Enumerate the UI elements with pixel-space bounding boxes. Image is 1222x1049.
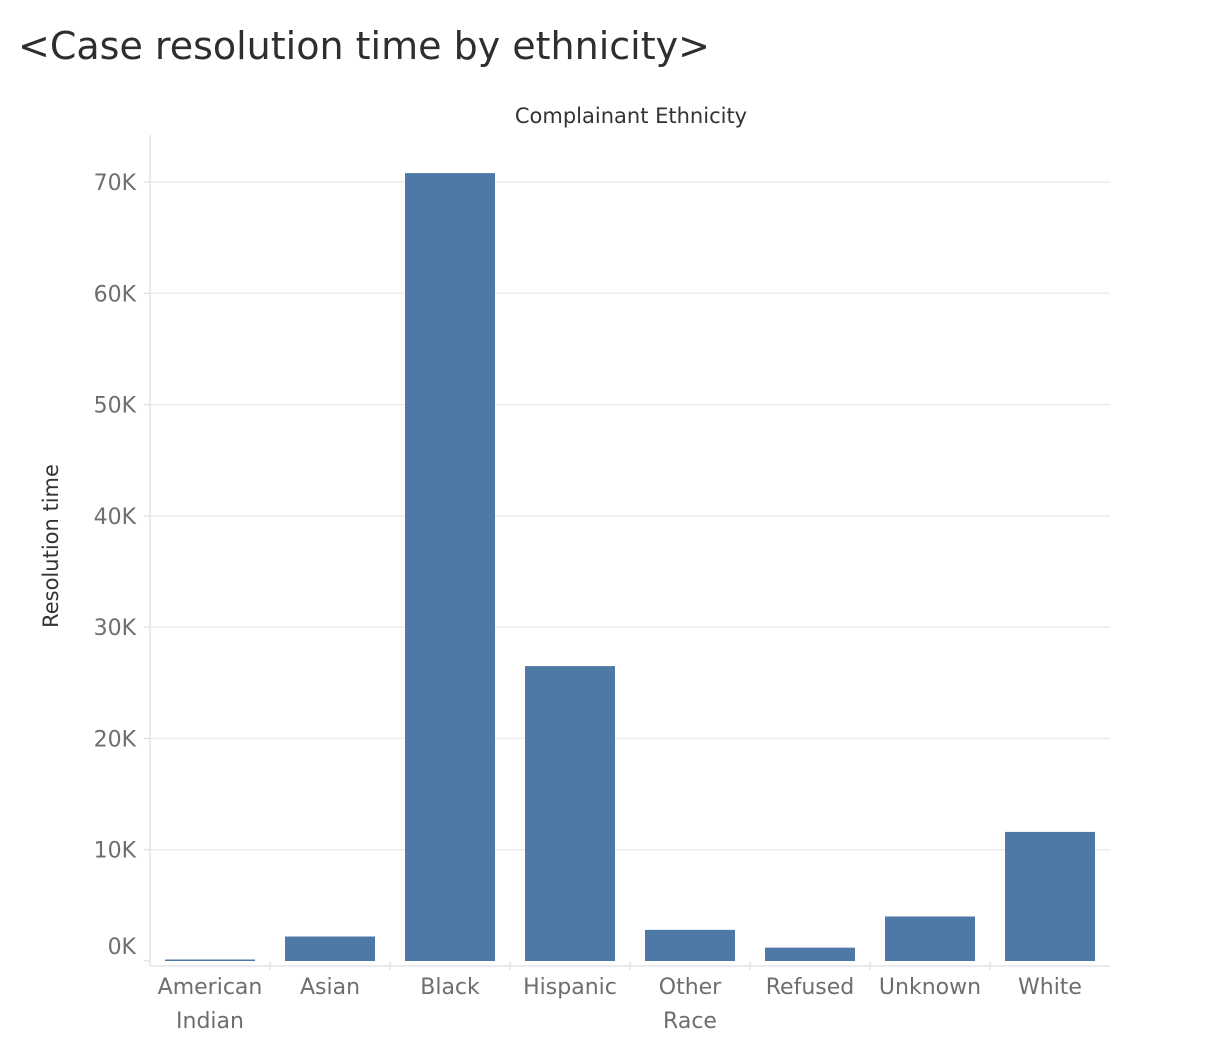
x-tick-label: White [1018,975,1082,1000]
bar[interactable] [285,936,375,961]
y-axis-title: Resolution time [39,464,63,628]
x-tick-label: Black [420,975,480,1000]
bar[interactable] [165,959,255,962]
y-tick-label: 50K [94,394,137,419]
bar[interactable] [1005,831,1095,961]
bar[interactable] [525,666,615,961]
bars [165,173,1095,961]
gridlines [150,181,1110,851]
labels: 0K 10K 20K 30K 40K 50K 60K 70K American Indian Asi… [94,171,1082,1034]
y-tick-label: 30K [94,616,137,641]
x-tick-label: Hispanic [523,975,617,1000]
axes [144,135,1110,970]
y-tick-label: 0K [108,935,137,960]
y-tick-label: 10K [94,839,137,864]
page-title: <Case resolution time by ethnicity> [18,24,710,68]
bar[interactable] [885,916,975,961]
x-tick-label: Asian [300,975,360,1000]
y-tick-label: 20K [94,727,137,752]
x-tick-label: Unknown [879,975,981,1000]
y-tick-label: 40K [94,505,137,530]
x-tick-label: Race [663,1009,717,1034]
bar[interactable] [405,173,495,961]
x-tick-label: American [158,975,263,1000]
y-tick-label: 60K [94,282,137,307]
bar[interactable] [645,929,735,961]
y-tick-label: 70K [94,171,137,196]
x-tick-label: Other [659,975,722,1000]
x-tick-label: Refused [766,975,854,1000]
x-axis-title: Complainant Ethnicity [515,104,747,128]
bar[interactable] [765,947,855,961]
x-tick-label: Indian [176,1009,244,1034]
